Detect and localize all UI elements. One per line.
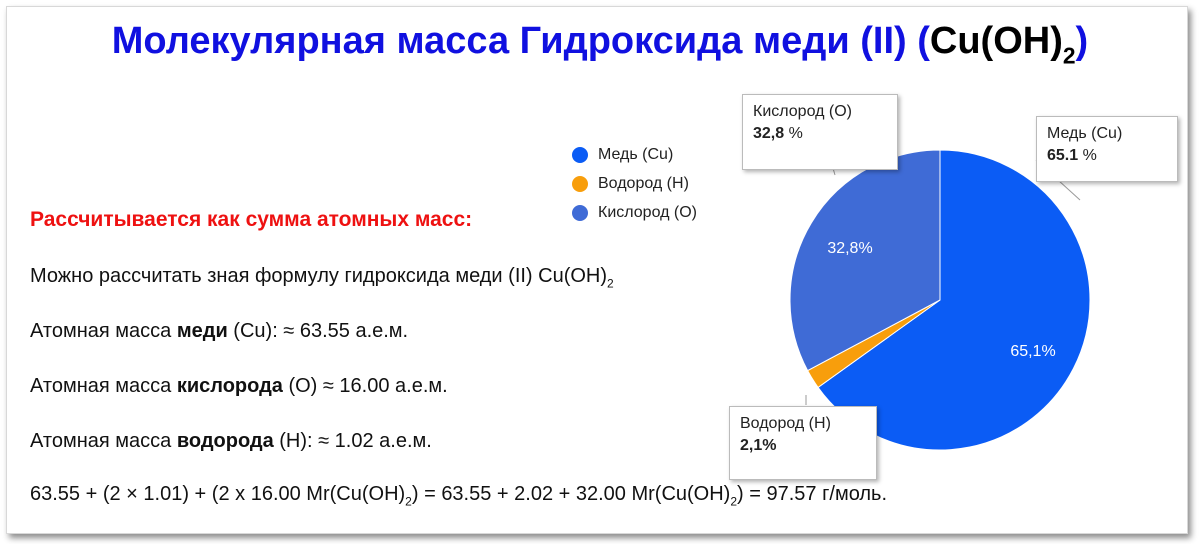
pie-slice-copper[interactable] <box>817 149 1091 451</box>
copper-mass-line: Атомная масса меди (Cu): ≈ 63.55 а.е.м. <box>30 320 408 343</box>
legend-swatch-oxygen <box>572 204 588 221</box>
legend-label-oxygen: Кислород (O) <box>598 203 697 221</box>
pie-label-oxygen: 32,8% <box>827 240 872 257</box>
legend-swatch-copper <box>572 146 588 163</box>
title-formula-subscript: 2 <box>1062 42 1076 69</box>
title-text: Молекулярная масса Гидроксида меди (II) … <box>111 20 930 62</box>
callout-oxygen: Кислород (O) 32,8 % <box>742 94 898 170</box>
calc-subscript-1: 2 <box>405 494 412 509</box>
legend-swatch-hydrogen <box>572 175 588 192</box>
hydrogen-suffix: (H): ≈ 1.02 а.е.м. <box>273 430 432 452</box>
legend-label-hydrogen: Водород (H) <box>598 174 689 192</box>
calc-part-c: ) = 97.57 г/моль. <box>737 483 888 505</box>
pie-slice-oxygen[interactable] <box>789 149 941 372</box>
page-title: Молекулярная масса Гидроксида меди (II) … <box>0 20 1200 69</box>
legend-label-copper: Медь (Cu) <box>598 145 674 163</box>
callout-hydrogen: Водород (H) 2,1% <box>729 406 877 480</box>
callout-copper-number: 65.1 <box>1047 147 1079 164</box>
hydrogen-prefix: Атомная масса <box>30 430 177 452</box>
callout-copper: Медь (Cu) 65.1 % <box>1036 116 1178 182</box>
callout-oxygen-value: 32,8 % <box>753 123 887 145</box>
formula-line-text: Можно рассчитать зная формулу гидроксида… <box>30 265 608 287</box>
oxygen-mass-line: Атомная масса кислорода (O) ≈ 16.00 а.е.… <box>30 375 448 398</box>
calculation-line: 63.55 + (2 × 1.01) + (2 x 16.00 Mr(Cu(OH… <box>30 483 887 508</box>
title-formula-text: Cu(OH) <box>929 20 1063 62</box>
legend-item-hydrogen[interactable]: Водород (H) <box>572 169 697 198</box>
pie-slices <box>789 149 1091 451</box>
calc-subscript-2: 2 <box>730 494 738 509</box>
callout-oxygen-unit: % <box>784 125 803 142</box>
oxygen-suffix: (O) ≈ 16.00 а.е.м. <box>282 375 448 397</box>
hydrogen-bold: водорода <box>176 430 274 452</box>
callout-copper-name: Медь (Cu) <box>1047 125 1123 142</box>
oxygen-bold: кислорода <box>176 375 283 397</box>
oxygen-prefix: Атомная масса <box>30 375 177 397</box>
callout-hydrogen-name: Водород (H) <box>740 415 831 432</box>
calc-part-a: 63.55 + (2 × 1.01) + (2 x 16.00 Mr(Cu(OH… <box>30 483 406 505</box>
pie-label-copper: 65,1% <box>1010 343 1055 360</box>
formula-line: Можно рассчитать зная формулу гидроксида… <box>30 265 614 290</box>
legend-item-oxygen[interactable]: Кислород (O) <box>572 198 697 227</box>
callout-oxygen-name: Кислород (O) <box>753 103 852 120</box>
title-formula: Cu(OH)2 <box>929 20 1076 68</box>
copper-prefix: Атомная масса <box>30 320 177 342</box>
callout-hydrogen-value: 2,1% <box>740 435 866 457</box>
chart-legend: Медь (Cu) Водород (H) Кислород (O) <box>572 140 697 227</box>
subtitle: Рассчитывается как сумма атомных масс: <box>30 208 473 231</box>
callout-hydrogen-number: 2,1% <box>740 437 777 454</box>
calc-part-b: ) = 63.55 + 2.02 + 32.00 Mr(Cu(OH) <box>411 483 731 505</box>
hydrogen-mass-line: Атомная масса водорода (H): ≈ 1.02 а.е.м… <box>30 430 432 453</box>
copper-suffix: (Cu): ≈ 63.55 а.е.м. <box>227 320 409 342</box>
callout-copper-unit: % <box>1078 147 1097 164</box>
callout-copper-value: 65.1 % <box>1047 145 1167 167</box>
copper-bold: меди <box>176 320 228 342</box>
callout-oxygen-number: 32,8 <box>753 125 785 142</box>
title-close: ) <box>1075 20 1089 62</box>
formula-line-subscript: 2 <box>607 276 614 291</box>
legend-item-copper[interactable]: Медь (Cu) <box>572 140 697 169</box>
